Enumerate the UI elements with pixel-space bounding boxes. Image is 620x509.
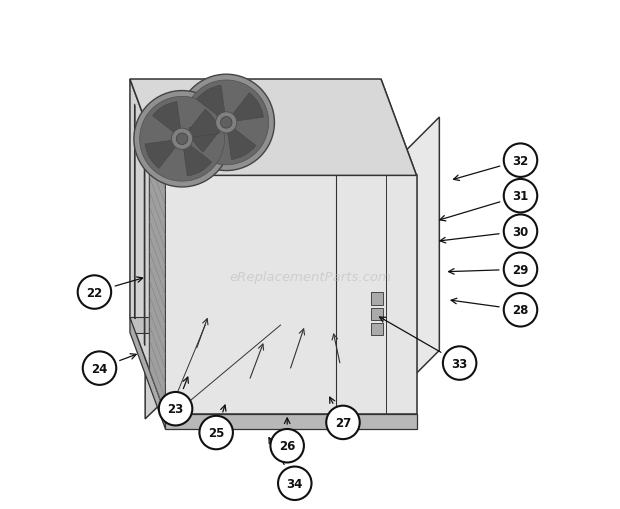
Wedge shape — [153, 102, 182, 139]
Text: 28: 28 — [512, 304, 529, 317]
Wedge shape — [226, 94, 264, 123]
Polygon shape — [371, 293, 383, 305]
Circle shape — [504, 144, 538, 178]
Polygon shape — [130, 80, 417, 176]
Text: 33: 33 — [451, 357, 467, 370]
Circle shape — [176, 134, 188, 145]
Circle shape — [443, 347, 476, 380]
Wedge shape — [182, 110, 219, 139]
Circle shape — [278, 467, 311, 500]
Circle shape — [178, 75, 275, 171]
Text: 27: 27 — [335, 416, 351, 429]
Polygon shape — [381, 80, 417, 414]
Wedge shape — [197, 86, 226, 123]
Wedge shape — [145, 139, 182, 169]
Circle shape — [78, 276, 111, 309]
Wedge shape — [189, 123, 226, 153]
Circle shape — [504, 180, 538, 213]
Wedge shape — [182, 139, 211, 177]
Polygon shape — [381, 318, 417, 429]
Circle shape — [326, 406, 360, 439]
Polygon shape — [130, 80, 166, 414]
Text: 32: 32 — [512, 154, 529, 167]
Circle shape — [134, 92, 230, 188]
Circle shape — [82, 352, 116, 385]
Circle shape — [221, 118, 232, 129]
Polygon shape — [166, 176, 417, 414]
Circle shape — [504, 294, 538, 327]
Polygon shape — [166, 414, 417, 429]
Circle shape — [159, 392, 192, 426]
Polygon shape — [130, 318, 166, 429]
Text: eReplacementParts.com: eReplacementParts.com — [229, 271, 391, 284]
Polygon shape — [371, 323, 383, 335]
Circle shape — [504, 253, 538, 287]
Circle shape — [200, 416, 233, 449]
Wedge shape — [226, 123, 256, 160]
Polygon shape — [149, 133, 166, 414]
Circle shape — [172, 129, 193, 150]
Circle shape — [140, 97, 224, 182]
Circle shape — [504, 215, 538, 248]
Text: 23: 23 — [167, 403, 184, 415]
Text: 34: 34 — [286, 477, 303, 490]
Polygon shape — [371, 118, 440, 419]
Polygon shape — [130, 318, 381, 333]
Polygon shape — [371, 308, 383, 320]
Text: 24: 24 — [91, 362, 108, 375]
Polygon shape — [144, 131, 145, 346]
Circle shape — [184, 81, 268, 165]
Polygon shape — [145, 118, 216, 419]
Text: 30: 30 — [512, 225, 529, 238]
Circle shape — [216, 112, 237, 134]
Text: 22: 22 — [86, 286, 102, 299]
Text: 31: 31 — [512, 190, 529, 203]
Text: 25: 25 — [208, 426, 224, 439]
Text: 26: 26 — [279, 439, 295, 453]
Text: 29: 29 — [512, 263, 529, 276]
Circle shape — [270, 429, 304, 463]
